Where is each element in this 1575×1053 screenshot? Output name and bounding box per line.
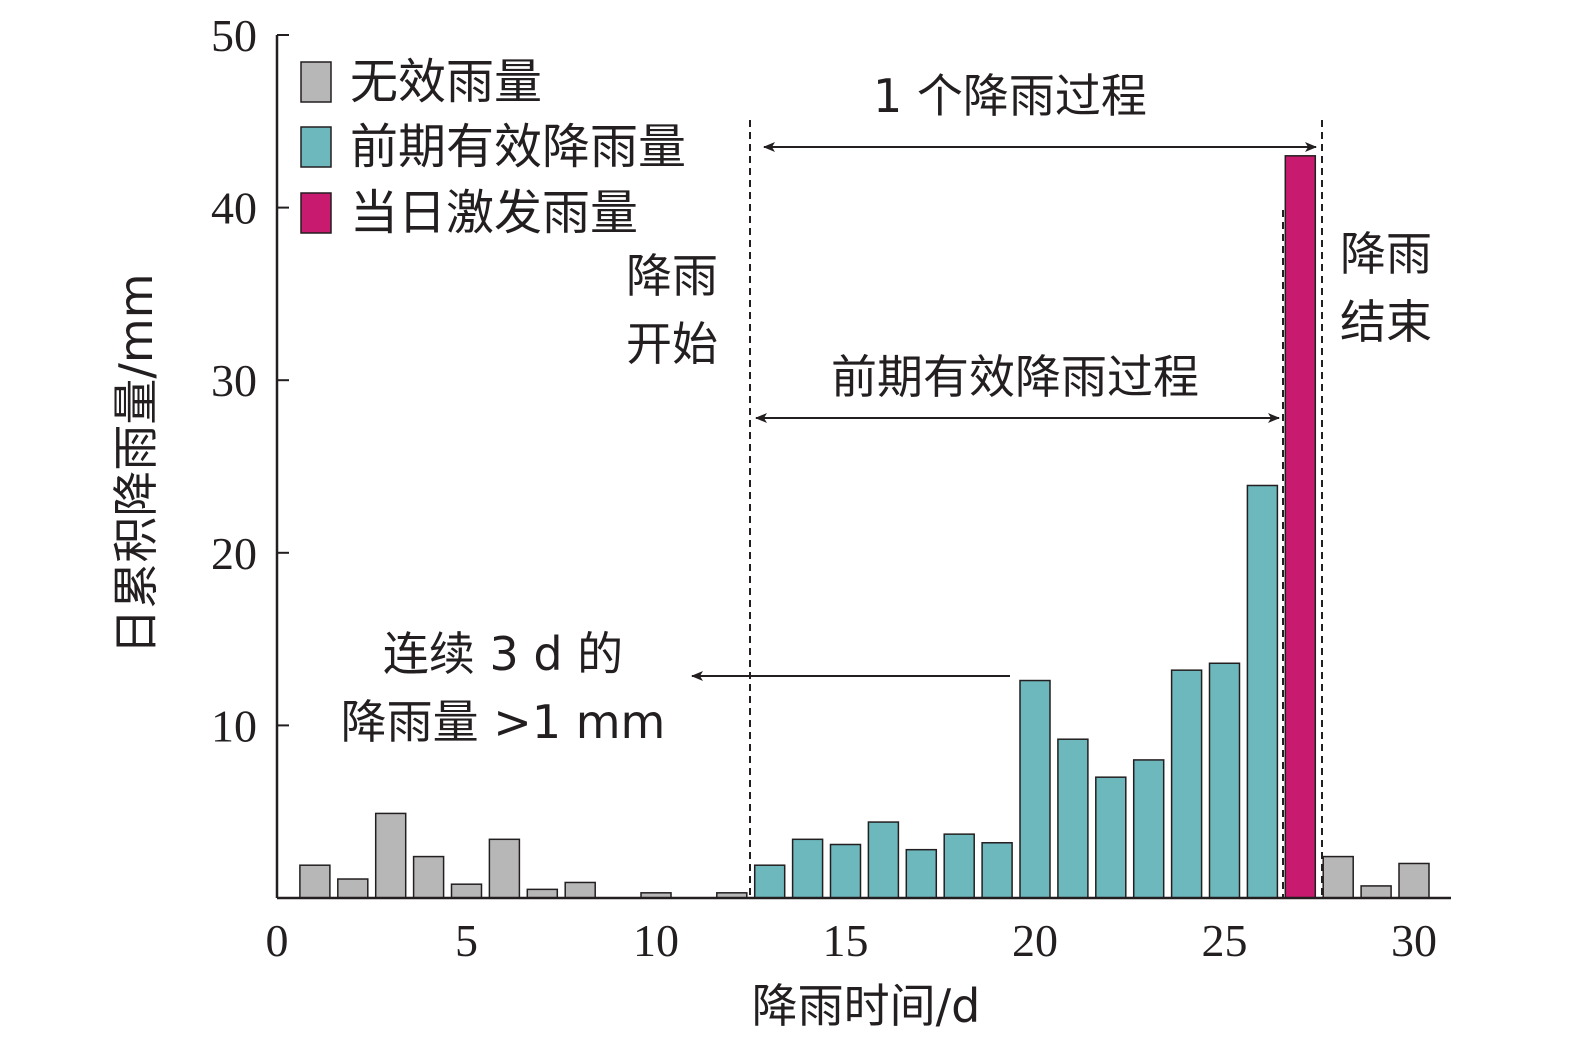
bar-series1-day17 <box>905 848 938 899</box>
bar-series1-day13 <box>753 864 786 899</box>
bar-series1-day20 <box>1019 679 1051 899</box>
x-axis-label: 降雨时间/d <box>752 979 981 1033</box>
rule-label-1: 连续 3 d 的 <box>383 627 623 681</box>
legend-label-invalid: 无效雨量 <box>350 54 542 110</box>
y-axis-label: 日累积降雨量/mm <box>109 273 163 654</box>
bar-series1-day16 <box>867 821 900 899</box>
bar-series0-day28 <box>1322 855 1354 899</box>
bar-series1-day24 <box>1170 669 1203 899</box>
bar-series0-day5 <box>450 883 483 899</box>
legend: 无效雨量 前期有效降雨量 当日激发雨量 <box>300 54 686 241</box>
bar-series1-day14 <box>791 838 824 899</box>
bar-series0-day30 <box>1398 862 1430 899</box>
y-tick-label-50: 50 <box>211 10 257 61</box>
y-tick-label-10: 10 <box>211 700 257 751</box>
x-tick-label-15: 15 <box>823 915 869 966</box>
bar-series0-day29 <box>1360 885 1392 899</box>
bar-series2-day27 <box>1284 155 1317 899</box>
bar-series0-day8 <box>564 881 596 899</box>
legend-swatch-antecedent <box>300 126 332 168</box>
bar-series1-day21 <box>1057 738 1089 899</box>
bar-series0-day4 <box>412 855 445 899</box>
rain-end-label-2: 结束 <box>1340 295 1432 349</box>
rain-start-label-2: 开始 <box>626 317 718 371</box>
bar-series1-day18 <box>943 833 975 899</box>
bar-series0-day6 <box>488 838 521 899</box>
x-tick-label-25: 25 <box>1202 915 1248 966</box>
bar-series1-day19 <box>981 842 1013 899</box>
bar-series0-day2 <box>337 878 369 899</box>
y-tick-label-40: 40 <box>211 183 257 234</box>
bar-series1-day22 <box>1095 776 1127 899</box>
process-label: 1 个降雨过程 <box>873 69 1147 123</box>
bar-series1-day15 <box>829 843 862 899</box>
y-tick-label-30: 30 <box>211 355 257 406</box>
bars-group <box>299 155 1430 899</box>
legend-swatch-invalid <box>300 61 332 103</box>
legend-label-antecedent: 前期有效降雨量 <box>350 119 686 175</box>
x-ticks-group: 0 5 10 15 20 25 30 <box>266 915 1438 966</box>
x-tick-label-5: 5 <box>455 915 478 966</box>
y-ticks-group: 10 20 30 40 50 <box>211 10 289 751</box>
y-tick-label-20: 20 <box>211 528 257 579</box>
antecedent-label: 前期有效降雨过程 <box>831 350 1199 404</box>
legend-label-trigger: 当日激发雨量 <box>350 185 638 241</box>
bar-series0-day1 <box>299 864 331 899</box>
x-tick-label-20: 20 <box>1012 915 1058 966</box>
x-tick-label-0: 0 <box>266 915 289 966</box>
rain-start-label-1: 降雨 <box>626 249 718 303</box>
x-tick-label-30: 30 <box>1391 915 1437 966</box>
bar-series1-day23 <box>1132 759 1165 899</box>
rain-end-label-1: 降雨 <box>1340 227 1432 281</box>
bar-series0-day3 <box>374 812 407 899</box>
bar-series0-day7 <box>526 888 559 899</box>
bar-series1-day25 <box>1208 662 1241 899</box>
rule-label-2: 降雨量 >1 mm <box>341 695 666 749</box>
legend-swatch-trigger <box>300 192 332 234</box>
bar-series1-day26 <box>1246 484 1279 899</box>
x-tick-label-10: 10 <box>633 915 679 966</box>
